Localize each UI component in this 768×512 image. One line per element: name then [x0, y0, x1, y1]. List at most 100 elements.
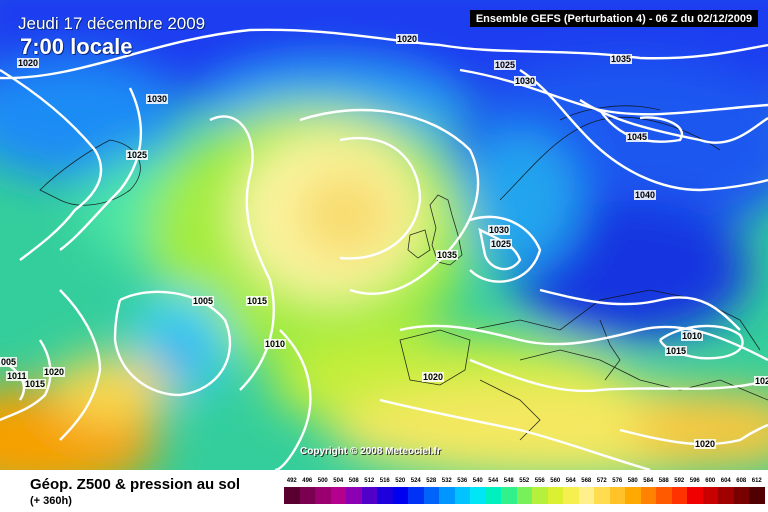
scale-value: 600 — [705, 478, 716, 484]
scale-swatch — [563, 487, 579, 504]
scale-value: 504 — [333, 478, 344, 484]
scale-swatch — [594, 487, 610, 504]
geopotential-field — [0, 0, 768, 470]
scale-swatch — [702, 487, 718, 504]
scale-swatch — [532, 487, 548, 504]
isobar-label: 1045 — [626, 132, 649, 142]
scale-swatch — [346, 487, 362, 504]
scale-value: 496 — [302, 478, 313, 484]
isobar-label: 1015 — [665, 346, 688, 356]
scale-swatch — [470, 487, 486, 504]
copyright-notice: Copyright © 2008 Meteociel.fr — [300, 446, 441, 457]
isobar-label: 1010 — [681, 331, 704, 341]
color-scale-bar — [284, 487, 765, 504]
isobar-label: 1025 — [490, 239, 513, 249]
scale-swatch — [315, 487, 331, 504]
scale-swatch — [501, 487, 517, 504]
scale-swatch — [609, 487, 625, 504]
isobars — [0, 28, 768, 470]
scale-value: 612 — [751, 478, 762, 484]
isobar-label: 1020 — [17, 58, 40, 68]
scale-swatch — [299, 487, 315, 504]
scale-swatch — [377, 487, 393, 504]
scale-swatch — [718, 487, 734, 504]
isobar-label: 102 — [754, 376, 768, 386]
scale-swatch — [423, 487, 439, 504]
scale-value: 576 — [612, 478, 623, 484]
scale-swatch — [749, 487, 765, 504]
isobar-label: 1035 — [436, 250, 459, 260]
isobar-label: 005 — [0, 357, 18, 367]
coastlines — [39, 105, 768, 441]
color-scale: 492 496 500 504 508 512 516 520 524 528 532 536 540 5… — [284, 478, 765, 504]
map-title: Géop. Z500 & pression au sol — [30, 476, 241, 493]
scale-value: 548 — [503, 478, 514, 484]
color-scale-values: 492 496 500 504 508 512 516 520 524 528 532 536 540 5… — [284, 478, 765, 484]
isobar-label: 1025 — [126, 150, 149, 160]
scale-value: 572 — [596, 478, 607, 484]
scale-swatch — [733, 487, 749, 504]
scale-swatch — [656, 487, 672, 504]
scale-value: 528 — [426, 478, 437, 484]
scale-swatch — [439, 487, 455, 504]
scale-swatch — [578, 487, 594, 504]
isobar-label: 1030 — [488, 225, 511, 235]
forecast-range: (+ 360h) — [30, 495, 72, 507]
isobar-label: 1005 — [192, 296, 215, 306]
model-run-label: Ensemble GEFS (Perturbation 4) - 06 Z du… — [470, 10, 758, 27]
scale-value: 536 — [457, 478, 468, 484]
scale-value: 560 — [550, 478, 561, 484]
scale-value: 592 — [674, 478, 685, 484]
scale-value: 524 — [410, 478, 421, 484]
legend-footer: Géop. Z500 & pression au sol (+ 360h) 49… — [0, 470, 768, 512]
scale-swatch — [361, 487, 377, 504]
scale-value: 552 — [519, 478, 530, 484]
scale-swatch — [392, 487, 408, 504]
scale-swatch — [408, 487, 424, 504]
scale-value: 584 — [643, 478, 654, 484]
weather-map: Jeudi 17 décembre 2009 7:00 locale Ensem… — [0, 0, 768, 470]
isobar-label: 1020 — [396, 34, 419, 44]
isobar-label: 1020 — [43, 367, 66, 377]
isobar-label: 1020 — [422, 372, 445, 382]
forecast-date: Jeudi 17 décembre 2009 — [18, 14, 206, 33]
scale-swatch — [454, 487, 470, 504]
scale-swatch — [625, 487, 641, 504]
scale-value: 508 — [348, 478, 359, 484]
scale-value: 608 — [736, 478, 747, 484]
isobar-label: 1015 — [246, 296, 269, 306]
scale-value: 544 — [488, 478, 499, 484]
scale-value: 492 — [286, 478, 297, 484]
scale-value: 568 — [581, 478, 592, 484]
scale-swatch — [671, 487, 687, 504]
scale-value: 596 — [689, 478, 700, 484]
scale-value: 580 — [627, 478, 638, 484]
scale-swatch — [547, 487, 563, 504]
scale-value: 588 — [658, 478, 669, 484]
isobar-label: 1020 — [694, 439, 717, 449]
scale-value: 516 — [379, 478, 390, 484]
scale-swatch — [284, 487, 300, 504]
isobar-label: 1011 — [6, 371, 28, 381]
scale-value: 532 — [441, 478, 452, 484]
forecast-time: 7:00 locale — [20, 34, 133, 59]
isobar-label: 1030 — [146, 94, 169, 104]
scale-value: 520 — [395, 478, 406, 484]
isobar-label: 1035 — [610, 54, 633, 64]
scale-value: 540 — [472, 478, 483, 484]
isobar-label: 1010 — [264, 339, 287, 349]
scale-value: 512 — [364, 478, 375, 484]
scale-swatch — [687, 487, 703, 504]
scale-value: 564 — [565, 478, 576, 484]
isobar-label: 1025 — [494, 60, 517, 70]
scale-swatch — [330, 487, 346, 504]
isobar-label: 1030 — [514, 76, 537, 86]
isobar-label: 1015 — [24, 379, 47, 389]
scale-swatch — [640, 487, 656, 504]
scale-value: 604 — [720, 478, 731, 484]
isobar-label: 1040 — [634, 190, 657, 200]
scale-value: 556 — [534, 478, 545, 484]
scale-swatch — [485, 487, 501, 504]
scale-value: 500 — [317, 478, 328, 484]
scale-swatch — [516, 487, 532, 504]
